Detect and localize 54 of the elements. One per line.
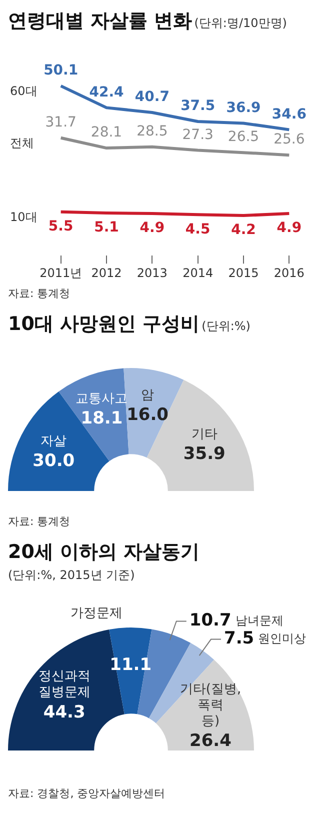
data-label: 40.7 <box>134 89 170 106</box>
x-tick-label: 2014 <box>182 266 214 280</box>
slice-label: 암 <box>141 388 154 404</box>
chart-subtitle: (단위:%) <box>202 318 250 335</box>
data-label: 44.3 <box>43 702 86 722</box>
x-tick-label: 2012 <box>91 266 122 280</box>
slice-label: 자살 <box>40 434 67 449</box>
data-label: 28.1 <box>90 124 122 141</box>
data-label: 37.5 <box>180 98 216 114</box>
x-tick-label: 2015 <box>228 266 259 280</box>
data-label: 50.1 <box>44 62 78 79</box>
chart-title: 10대 사망원인 구성비 <box>8 312 200 337</box>
x-tick-label: 2011년 <box>40 266 82 280</box>
data-label: 4.9 <box>276 220 302 236</box>
data-label: 18.1 <box>80 408 123 429</box>
data-label: 30.0 <box>32 451 75 471</box>
data-label: 35.9 <box>183 444 226 464</box>
slice-label: 교통사고 <box>76 392 128 407</box>
data-label: 16.0 <box>126 405 169 426</box>
data-label: 7.5 <box>224 628 254 649</box>
slice-label: 기타(질병, 폭력 등) <box>180 682 242 729</box>
data-label: 5.1 <box>94 220 119 236</box>
chart-title: 연령대별 자살률 변화 <box>8 9 192 34</box>
text: 자료: 통계청 <box>8 286 72 301</box>
data-label: 4.5 <box>185 221 210 238</box>
data-label: 11.1 <box>110 655 152 676</box>
data-label: 26.5 <box>228 129 260 146</box>
slice-label: 남녀문제 <box>235 613 284 628</box>
data-label: 25.6 <box>274 132 305 148</box>
series-label: 10대 <box>10 210 38 224</box>
data-label: 31.7 <box>45 114 76 131</box>
data-label: 4.2 <box>231 222 256 238</box>
data-label: 36.9 <box>226 100 261 116</box>
slice-label: 기타 <box>191 426 218 442</box>
chart-title: 20세 이하의 자살동기 <box>8 540 200 565</box>
data-label: 28.5 <box>136 124 168 140</box>
data-label: 4.9 <box>140 220 165 236</box>
data-label: 10.7 <box>189 610 232 631</box>
text: 자료: 통계청 <box>8 514 72 529</box>
slice-label: 정신과적 질병문제 <box>38 669 90 700</box>
text: 자료: 경찰청, 중앙자살예방센터 <box>8 786 166 801</box>
slice-label: 가정문제 <box>70 606 122 621</box>
slice-label: 원인미상 <box>258 631 306 646</box>
data-label: 5.5 <box>48 218 74 234</box>
data-label: 26.4 <box>190 730 232 751</box>
data-label: 27.3 <box>182 126 214 143</box>
data-label: 34.6 <box>272 106 306 122</box>
data-label: 42.4 <box>89 84 124 100</box>
chart-subtitle: (단위:%, 2015년 기준) <box>8 567 135 584</box>
x-tick-label: 2016 <box>274 266 304 280</box>
series-label: 60대 <box>10 84 38 98</box>
x-tick-label: 2013 <box>136 266 168 280</box>
text: 전체 <box>10 136 34 150</box>
chart-subtitle: (단위:명/10만명) <box>194 15 287 32</box>
